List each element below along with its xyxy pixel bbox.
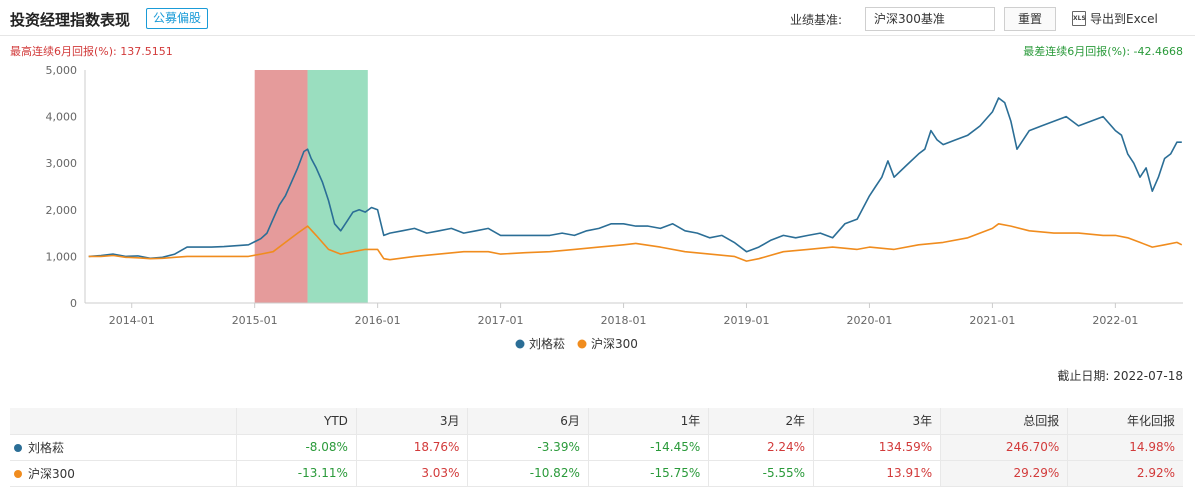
table-header-cell: 年化回报 (1067, 408, 1183, 435)
legend-marker-0 (515, 339, 525, 349)
table-header-cell: 3年 (813, 408, 942, 435)
performance-table: YTD 3月 6月 1年 2年 3年 总回报 年化回报 刘格菘 -8.08% 18.76% -3.3… (10, 408, 1183, 487)
export-label: 导出到Excel (1090, 12, 1158, 26)
x-tick-label: 2020-01 (846, 314, 892, 327)
series-dot-icon (14, 443, 22, 452)
reset-button[interactable]: 重置 (1004, 7, 1056, 31)
header-bar: 投资经理指数表现 公募偏股 业绩基准: 沪深300基准 重置 XLS 导出到Ex… (0, 0, 1195, 36)
series-line-0 (88, 97, 1182, 260)
return-cell: 13.91% (813, 460, 942, 487)
y-tick-label: 2,000 (46, 204, 78, 217)
return-cell: 2.24% (708, 434, 815, 461)
return-cell: 29.29% (940, 460, 1069, 487)
table-header-row: YTD 3月 6月 1年 2年 3年 总回报 年化回报 (10, 408, 1183, 435)
x-tick-label: 2016-01 (355, 314, 401, 327)
return-cell: -8.08% (236, 434, 357, 461)
x-tick-label: 2022-01 (1092, 314, 1138, 327)
table-row: 沪深300 -13.11% 3.03% -10.82% -15.75% -5.55% 13.… (10, 460, 1183, 487)
x-tick-label: 2018-01 (601, 314, 647, 327)
row-name: 沪深300 (28, 466, 75, 481)
return-cell: 18.76% (356, 434, 469, 461)
y-tick-label: 4,000 (46, 111, 78, 124)
x-tick-label: 2014-01 (109, 314, 155, 327)
return-cell: 14.98% (1067, 434, 1183, 461)
row-name-cell: 刘格菘 (10, 434, 237, 461)
return-cell: 2.92% (1067, 460, 1183, 487)
worst-6m-return: 最差连续6月回报(%): -42.4668 (1023, 45, 1183, 58)
x-tick-label: 2019-01 (724, 314, 770, 327)
best-6m-return: 最高连续6月回报(%): 137.5151 (10, 45, 173, 58)
export-excel-button[interactable]: XLS 导出到Excel (1072, 10, 1158, 27)
return-cell: -13.11% (236, 460, 357, 487)
x-tick-label: 2017-01 (478, 314, 524, 327)
series-line-1 (88, 223, 1183, 262)
legend-label-0: 刘格菘 (529, 336, 565, 351)
worst-period-band (307, 70, 368, 303)
series-dot-icon (14, 469, 22, 478)
xls-file-icon: XLS (1072, 11, 1086, 26)
table-header-cell: 3月 (356, 408, 469, 435)
benchmark-input[interactable]: 沪深300基准 (865, 7, 995, 31)
performance-chart: 0 1,000 2,000 3,000 4,000 5,000 2014-01 2015-01… (46, 64, 1183, 351)
benchmark-label: 业绩基准: (790, 13, 843, 27)
x-tick-label: 2015-01 (232, 314, 278, 327)
row-name-cell: 沪深300 (10, 460, 237, 487)
table-header-cell: YTD (236, 408, 357, 435)
y-tick-label: 1,000 (46, 250, 78, 263)
legend-marker-1 (577, 339, 587, 349)
table-header-cell: 总回报 (940, 408, 1069, 435)
deadline-date: 截止日期: 2022-07-18 (1057, 369, 1183, 383)
y-tick-label: 5,000 (46, 64, 78, 77)
return-cell: -15.75% (588, 460, 710, 487)
category-tag[interactable]: 公募偏股 (146, 8, 209, 29)
return-cell: -14.45% (588, 434, 710, 461)
return-cell: -10.82% (467, 460, 589, 487)
return-cell: -3.39% (467, 434, 589, 461)
return-cell: 246.70% (940, 434, 1069, 461)
legend-label-1: 沪深300 (591, 337, 638, 351)
table-row: 刘格菘 -8.08% 18.76% -3.39% -14.45% 2.24% 134.59%… (10, 434, 1183, 461)
return-cell: 3.03% (356, 460, 469, 487)
best-period-band (254, 70, 308, 303)
table-body: 刘格菘 -8.08% 18.76% -3.39% -14.45% 2.24% 134.59%… (10, 434, 1183, 487)
y-tick-label: 0 (70, 297, 77, 310)
return-cell: 134.59% (813, 434, 942, 461)
table-header-cell: 6月 (467, 408, 589, 435)
table-header-cell: 1年 (588, 408, 710, 435)
x-tick-label: 2021-01 (969, 314, 1015, 327)
table-header-cell (10, 408, 237, 435)
y-tick-label: 3,000 (46, 157, 78, 170)
row-name: 刘格菘 (28, 440, 65, 455)
page-title: 投资经理指数表现 (10, 11, 131, 29)
return-cell: -5.55% (708, 460, 815, 487)
table-header-cell: 2年 (708, 408, 815, 435)
